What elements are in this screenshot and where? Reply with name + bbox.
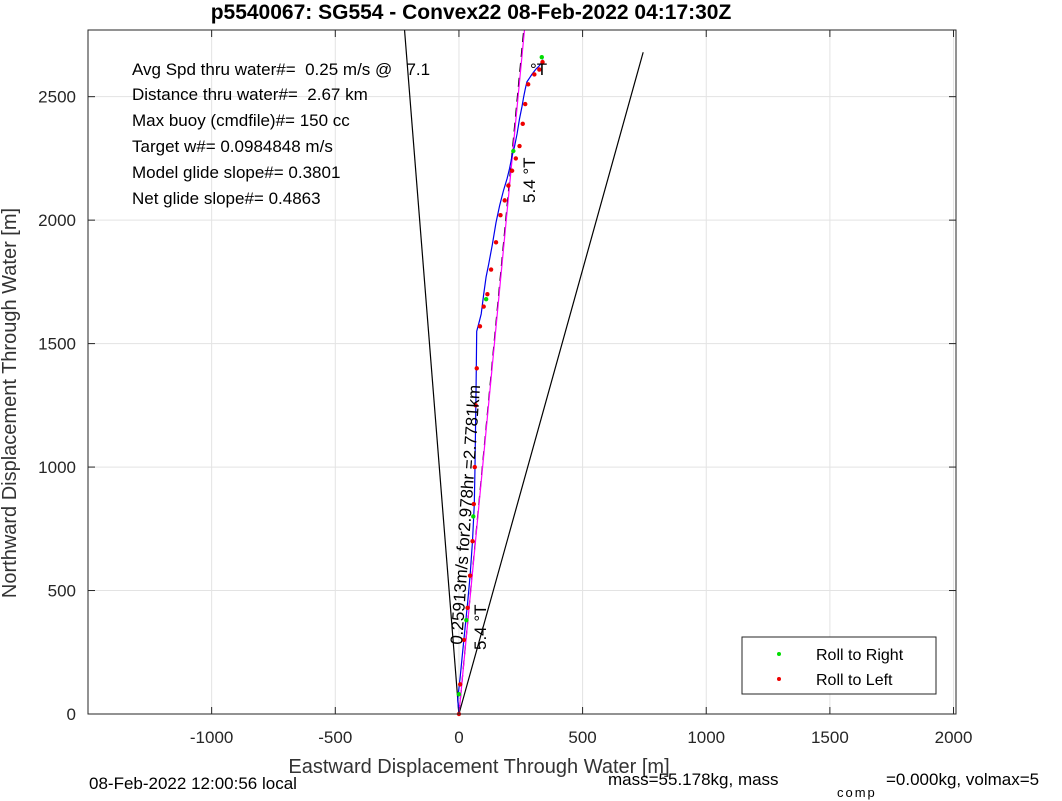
roll-left-point	[540, 59, 545, 65]
reference-line-cone-right	[458, 52, 644, 715]
legend-marker-roll-right	[777, 652, 781, 656]
x-tick-label: 1000	[687, 728, 725, 747]
stat-degree-suffix: °T	[530, 60, 547, 79]
chart-title: p5540067: SG554 - Convex22 08-Feb-2022 0…	[211, 1, 732, 24]
roll-left-point	[493, 240, 499, 245]
x-tick-label: 0	[454, 728, 463, 747]
x-tick-label: -500	[318, 728, 352, 747]
roll-left-point	[474, 366, 479, 371]
y-tick-label: 1500	[38, 335, 76, 354]
stat-max-buoy: Max buoy (cmdfile)#= 150 cc	[132, 111, 350, 130]
reference-lines	[403, 29, 644, 715]
y-tick-label: 0	[67, 705, 76, 724]
grid	[88, 30, 956, 715]
roll-right-point	[471, 514, 476, 519]
y-tick-label: 2000	[38, 211, 76, 230]
roll-left-point	[506, 183, 511, 188]
footer-mass-comp: =0.000kg, volmax=5	[886, 770, 1039, 789]
legend-box	[741, 636, 937, 695]
reference-line-current-line	[458, 29, 526, 715]
roll-left-point	[520, 121, 525, 127]
roll-left-point	[471, 501, 476, 507]
stat-distance: Distance thru water#= 2.67 km	[132, 85, 368, 104]
heading-annotation-bottom: 5.4 °T	[471, 604, 490, 650]
stat-net-glide: Net glide slope#= 0.4863	[132, 189, 321, 208]
stat-target-w: Target w#= 0.0984848 m/s	[132, 137, 333, 156]
plot-frame	[87, 29, 957, 715]
axis-ticks: -1000 -500 0 500 1000 1500 2000 0 500 1000 1500 200…	[38, 30, 972, 747]
x-tick-label: 1500	[811, 728, 849, 747]
roll-left-point	[523, 101, 528, 107]
footer-local-time: 08-Feb-2022 12:00:56 local	[89, 774, 297, 793]
reference-line-heading-line	[458, 29, 525, 715]
reference-line-cone-left	[403, 29, 460, 715]
y-tick-label: 2500	[38, 88, 76, 107]
roll-left-point	[461, 637, 467, 643]
roll-right-point	[539, 54, 544, 60]
x-tick-label: -1000	[190, 728, 233, 747]
stat-avg-speed: Avg Spd thru water#= 0.25 m/s @ 7.1	[132, 60, 430, 79]
y-axis-label: Northward Displacement Through Water [m]	[0, 208, 21, 598]
x-axis-label: Eastward Displacement Through Water [m]	[288, 756, 669, 778]
legend-label-roll-left: Roll to Left	[816, 672, 893, 689]
footer-mass: mass=55.178kg, mass	[608, 770, 779, 789]
x-tick-label: 2000	[935, 728, 973, 747]
roll-left-point	[477, 324, 483, 329]
stats-block: Avg Spd thru water#= 0.25 m/s @ 7.1 Dist…	[132, 60, 547, 208]
roll-left-point	[517, 143, 522, 149]
footer-mass-subscript: comp	[837, 785, 877, 800]
roll-left-point	[473, 403, 478, 408]
roll-left-point	[467, 573, 473, 578]
legend-marker-roll-left	[777, 677, 781, 681]
y-tick-label: 1000	[38, 458, 76, 477]
stat-model-glide: Model glide slope#= 0.3801	[132, 163, 340, 182]
roll-right-point	[511, 148, 516, 154]
roll-left-point	[498, 212, 503, 218]
roll-left-point	[525, 82, 531, 87]
heading-annotation-top: 5.4 °T	[520, 157, 539, 203]
roll-left-point	[470, 538, 475, 544]
roll-left-point	[457, 682, 463, 687]
roll-left-point	[485, 292, 490, 297]
plot-area	[88, 30, 956, 714]
roll-left-point	[502, 198, 507, 203]
roll-left-point	[532, 72, 537, 77]
roll-right-point	[464, 617, 469, 623]
roll-left-point	[537, 67, 542, 72]
roll-right-point	[483, 296, 489, 302]
roll-left-point	[488, 267, 494, 272]
y-tick-label: 500	[48, 582, 76, 601]
roll-left-point	[472, 464, 477, 470]
roll-right-point	[456, 692, 462, 697]
roll-points	[456, 54, 545, 717]
legend-label-roll-right: Roll to Right	[816, 647, 904, 664]
roll-left-point	[513, 156, 519, 161]
roll-left-point	[465, 605, 470, 611]
legend: Roll to Right Roll to Left	[741, 636, 937, 695]
x-tick-label: 500	[568, 728, 596, 747]
roll-left-point	[481, 304, 486, 309]
roll-left-point	[509, 168, 515, 173]
